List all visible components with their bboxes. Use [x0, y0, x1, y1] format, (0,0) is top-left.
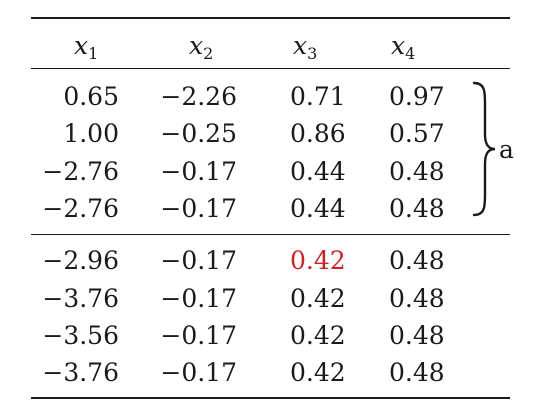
g1-r4-c1: −2.76 — [42, 194, 119, 223]
g2-r3-c4: 0.48 — [389, 321, 445, 350]
header-x4: x4 — [391, 31, 416, 63]
g1-r1-c3: 0.71 — [290, 82, 346, 111]
g2-r2-c1: −3.76 — [42, 284, 119, 313]
bottom-rule — [31, 397, 510, 399]
g2-r2-c4: 0.48 — [389, 284, 445, 313]
g2-r1-c3-highlighted: 0.42 — [290, 246, 346, 275]
g2-r2-c2: −0.17 — [160, 284, 237, 313]
g1-r3-c4: 0.48 — [389, 157, 445, 186]
right-brace — [472, 81, 496, 217]
g1-r2-c3: 0.86 — [290, 119, 346, 148]
g2-r1-c4: 0.48 — [389, 246, 445, 275]
g1-r1-c2: −2.26 — [160, 82, 237, 111]
g1-r2-c1: 1.00 — [63, 119, 119, 148]
g1-r3-c1: −2.76 — [42, 157, 119, 186]
g1-r2-c2: −0.25 — [160, 119, 237, 148]
group-rule — [31, 234, 510, 236]
g1-r4-c3: 0.44 — [290, 194, 346, 223]
top-rule — [31, 17, 510, 19]
g2-r3-c3: 0.42 — [290, 321, 346, 350]
g2-r3-c1: −3.56 — [42, 321, 119, 350]
g2-r1-c1: −2.96 — [42, 246, 119, 275]
g1-r2-c4: 0.57 — [389, 119, 445, 148]
g2-r3-c2: −0.17 — [160, 321, 237, 350]
g2-r4-c3: 0.42 — [290, 358, 346, 387]
g2-r1-c2: −0.17 — [160, 246, 237, 275]
g2-r4-c4: 0.48 — [389, 358, 445, 387]
g1-r4-c2: −0.17 — [160, 194, 237, 223]
g1-r1-c1: 0.65 — [63, 82, 119, 111]
header-x1: x1 — [74, 31, 99, 63]
g1-r3-c3: 0.44 — [290, 157, 346, 186]
g2-r2-c3: 0.42 — [290, 284, 346, 313]
g1-r1-c4: 0.97 — [389, 82, 445, 111]
g2-r4-c1: −3.76 — [42, 358, 119, 387]
header-x2: x2 — [189, 31, 214, 63]
brace-label: a — [499, 135, 514, 164]
g2-r4-c2: −0.17 — [160, 358, 237, 387]
header-rule — [31, 68, 510, 70]
g1-r3-c2: −0.17 — [160, 157, 237, 186]
g1-r4-c4: 0.48 — [389, 194, 445, 223]
header-x3: x3 — [293, 31, 318, 63]
